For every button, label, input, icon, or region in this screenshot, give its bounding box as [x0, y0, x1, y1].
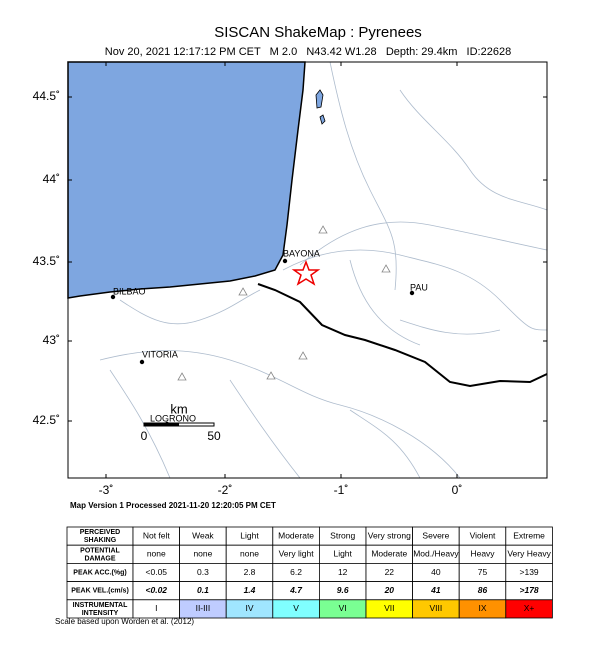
- table-value: 6.2: [290, 567, 302, 577]
- ocean: [67, 61, 306, 299]
- table-value: X+: [524, 603, 535, 613]
- map: [67, 61, 548, 479]
- scale-start: 0: [141, 429, 148, 443]
- table-value: 41: [430, 585, 441, 595]
- table-value: Light: [240, 530, 259, 540]
- border: [257, 283, 548, 388]
- city-dot: [110, 294, 116, 300]
- city-label: BILBAO: [113, 286, 146, 296]
- city-label: LOGRONO: [150, 413, 196, 423]
- lat-tick-label: 42.5˚: [33, 413, 60, 427]
- subtitle: Nov 20, 2021 12:17:12 PM CET M 2.0 N43.4…: [105, 46, 511, 58]
- rivers: [99, 61, 548, 479]
- table-value: 0.1: [197, 585, 209, 595]
- row-label: PERCEIVED SHAKING: [80, 529, 120, 544]
- title: SISCAN ShakeMap : Pyrenees: [214, 24, 422, 41]
- table-value: <0.05: [146, 567, 168, 577]
- table-value: Very light: [279, 549, 315, 559]
- row-label: POTENTIAL DAMAGE: [80, 547, 120, 562]
- processed-note: Map Version 1 Processed 2021-11-20 12:20…: [70, 501, 276, 510]
- table-value: 12: [338, 567, 348, 577]
- table-value: VI: [339, 603, 347, 613]
- lat-tick-label: 44˚: [43, 172, 60, 186]
- map-frame: [67, 61, 548, 479]
- table-value: none: [147, 549, 166, 559]
- table-value: Weak: [192, 530, 214, 540]
- table-value: 86: [478, 585, 488, 595]
- table-value: Very strong: [368, 530, 411, 540]
- city-label: VITORIA: [142, 349, 178, 359]
- table-value: Not felt: [143, 530, 171, 540]
- lat-tick-label: 44.5˚: [33, 89, 60, 103]
- city-dot: [139, 359, 145, 365]
- table-value: 1.4: [244, 585, 256, 595]
- scale-bar-half: [144, 423, 179, 426]
- table-value: >139: [520, 567, 539, 577]
- table-value: I: [155, 603, 157, 613]
- table-value: none: [240, 549, 259, 559]
- lon-tick-label: -3˚: [99, 483, 114, 497]
- city-dot: [282, 258, 288, 264]
- epicenter: [291, 259, 321, 286]
- lon-tick-label: -2˚: [218, 483, 233, 497]
- table-value: Moderate: [371, 549, 407, 559]
- table-value: Very Heavy: [507, 549, 551, 559]
- table-value: II-III: [196, 603, 211, 613]
- lon-tick-label: 0˚: [452, 483, 463, 497]
- table-value: Violent: [470, 530, 496, 540]
- row-label: INSTRUMENTAL INTENSITY: [73, 602, 128, 617]
- table-value: 20: [384, 585, 395, 595]
- table-cell: [505, 599, 553, 619]
- row-label: PEAK VEL.(cm/s): [71, 588, 129, 595]
- table-value: 2.8: [244, 567, 256, 577]
- footnote: Scale based upon Worden et al. (2012): [55, 617, 194, 626]
- table-value: 75: [478, 567, 488, 577]
- table-value: Mod./Heavy: [413, 549, 459, 559]
- table-value: Strong: [330, 530, 355, 540]
- table-value: Extreme: [513, 530, 545, 540]
- table-value: Heavy: [470, 549, 495, 559]
- table-value: IX: [478, 603, 486, 613]
- table-value: V: [293, 603, 299, 613]
- scale-unit: km: [170, 401, 187, 416]
- table-value: 0.3: [197, 567, 209, 577]
- scale-end: 50: [207, 429, 221, 443]
- islands: [315, 89, 326, 125]
- table-value: 40: [431, 567, 441, 577]
- table-value: none: [193, 549, 212, 559]
- table-value: <0.02: [146, 585, 168, 595]
- table-value: 22: [385, 567, 395, 577]
- table-value: 4.7: [289, 585, 303, 595]
- table-value: >178: [520, 585, 539, 595]
- table-value: Severe: [422, 530, 449, 540]
- table-value: 9.6: [337, 585, 349, 595]
- city-dot: [409, 290, 415, 296]
- table-value: VII: [384, 603, 394, 613]
- row-label: PEAK ACC.(%g): [73, 569, 126, 576]
- table-value: VIII: [430, 603, 443, 613]
- city-label: BAYONA: [283, 248, 320, 258]
- table-value: Moderate: [278, 530, 314, 540]
- lat-tick-label: 43˚: [43, 333, 60, 347]
- table-value: IV: [245, 603, 253, 613]
- table-value: Light: [333, 549, 352, 559]
- stations: [177, 225, 391, 381]
- city-label: PAU: [410, 282, 428, 292]
- lon-tick-label: -1˚: [334, 483, 349, 497]
- lat-tick-label: 43.5˚: [33, 254, 60, 268]
